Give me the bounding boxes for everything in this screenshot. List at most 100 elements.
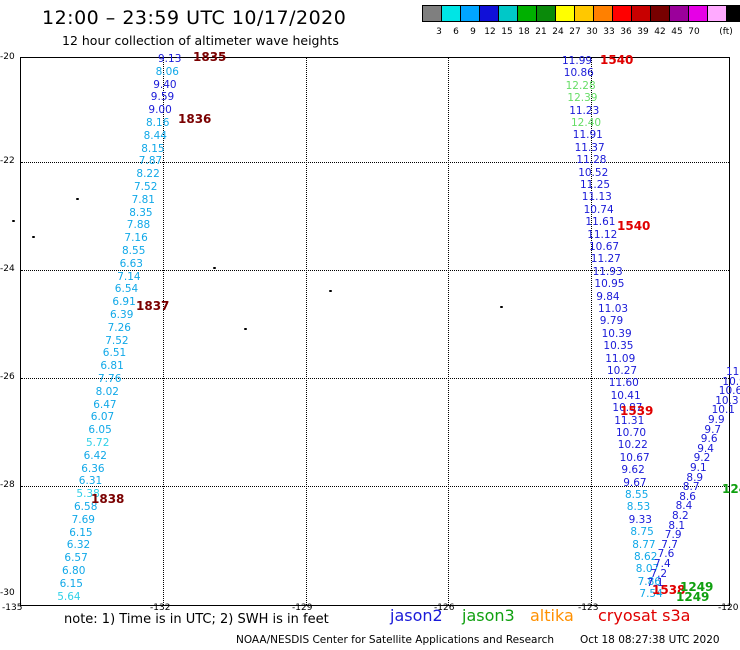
gridline-lon [163, 58, 164, 605]
wave-height-value: 10.22 [617, 439, 648, 452]
footer-credit: NOAA/NESDIS Center for Satellite Applica… [236, 634, 554, 646]
scale-label: 33 [603, 27, 615, 37]
wave-height-value: 10.70 [616, 427, 647, 439]
wave-height-value: 6.51 [102, 347, 127, 360]
wave-height-value: 7.54 [639, 588, 663, 601]
wave-height-value: 7.52 [134, 181, 158, 193]
scale-label: 18 [518, 27, 530, 37]
wave-height-value: 8.55 [625, 489, 649, 501]
wave-height-value: 5.72 [86, 437, 110, 449]
island-outline [76, 198, 79, 200]
wave-height-value: 5.64 [57, 590, 81, 603]
wave-height-value: 5.38 [76, 488, 100, 501]
wave-height-value: 11.23 [569, 104, 600, 117]
wave-height-value: 11.31 [614, 414, 645, 427]
pass-time-label: 1540 [600, 53, 634, 67]
scale-label: 9 [470, 27, 476, 37]
pass-time-label: 1835 [193, 50, 227, 64]
wave-height-value: 10.86 [563, 67, 594, 80]
wave-height-value: 7.69 [71, 513, 95, 526]
wave-height-value: 8.9 [686, 471, 704, 484]
scale-swatch [612, 5, 632, 22]
pass-time-label: 1249 [722, 482, 740, 496]
wave-height-value: 11.5 [726, 366, 740, 378]
wave-height-value: 6.91 [112, 296, 136, 309]
wave-height-value: 9.33 [628, 513, 652, 526]
wave-height-value: 9.4 [697, 442, 714, 455]
gridline-lon [591, 58, 592, 605]
wave-height-value: 6.57 [64, 552, 88, 565]
page-title: 12:00 – 23:59 UTC 10/17/2020 [42, 7, 347, 29]
wave-height-value: 11.09 [605, 352, 636, 365]
footnote: note: 1) Time is in UTC; 2) SWH is in fe… [64, 612, 329, 627]
wave-height-value: 8.22 [136, 168, 160, 181]
wave-height-value: 6.15 [59, 577, 83, 590]
pass-time-label: 1837 [136, 299, 170, 313]
wave-height-value: 7.2 [650, 567, 668, 580]
wave-height-value: 8.6 [679, 490, 696, 503]
wave-height-value: 8.44 [143, 129, 167, 142]
scale-label: 70 [688, 27, 700, 37]
wave-height-value: 10.3 [715, 394, 739, 407]
scale-swatch [536, 5, 556, 22]
wave-height-value: 8.02 [95, 385, 119, 398]
wave-height-value: 7.4 [654, 558, 671, 570]
wave-height-value: 11.99 [562, 55, 593, 67]
wave-height-value: 10.6 [718, 385, 740, 398]
wave-height-value: 9.40 [153, 78, 177, 91]
wave-height-value: 10.52 [578, 166, 609, 179]
wave-height-value: 6.80 [62, 565, 86, 577]
legend-jason3: jason3 [462, 606, 515, 625]
wave-height-value: 9.00 [148, 104, 172, 117]
wave-height-value: 10.39 [601, 327, 632, 340]
lat-label: -22 [0, 156, 15, 166]
color-scale: 3 6 9 12 15 18 21 24 27 30 33 36 39 42 45 70 (ft) [422, 5, 740, 37]
island-outline [329, 290, 332, 292]
wave-height-value: 11.03 [598, 303, 629, 315]
pass-time-label: 1249 [676, 590, 710, 604]
wave-height-value: 6.32 [66, 539, 91, 552]
wave-height-value: 7.26 [107, 321, 131, 334]
wave-height-value: 7.52 [105, 334, 129, 347]
scale-swatch [688, 5, 708, 22]
island-outline [12, 220, 15, 222]
scale-label: 21 [535, 27, 547, 37]
wave-height-value: 8.53 [626, 501, 651, 514]
page-subtitle: 12 hour collection of altimeter wave hei… [62, 33, 339, 48]
wave-height-value: 7.81 [131, 193, 155, 206]
island-outline [500, 306, 503, 308]
wave-height-value: 10.74 [583, 203, 614, 216]
wave-height-value: 6.07 [90, 411, 115, 424]
scale-swatch [631, 5, 651, 22]
wave-height-value: 6.15 [69, 526, 93, 539]
scale-label: 45 [671, 27, 683, 37]
wave-height-value: 6.36 [81, 462, 105, 475]
gridline-lat [21, 378, 729, 379]
scale-swatch [517, 5, 537, 22]
wave-height-value: 9.7 [704, 423, 722, 436]
wave-height-value: 6.47 [93, 398, 117, 411]
wave-height-value: 9.67 [623, 476, 647, 489]
wave-height-value: 10.67 [589, 241, 620, 253]
wave-height-value: 11.25 [580, 179, 611, 191]
wave-height-value: 10.1 [711, 404, 735, 417]
wave-height-value: 11.37 [574, 141, 605, 154]
lon-label: -123 [578, 603, 599, 613]
lat-label: -24 [0, 264, 15, 274]
scale-swatch [498, 5, 518, 22]
lon-label: -129 [292, 603, 313, 613]
wave-height-value: 12.28 [565, 79, 596, 92]
lat-label: -26 [0, 372, 15, 382]
wave-height-value: 11.91 [572, 129, 603, 142]
wave-height-value: 6.05 [88, 424, 112, 437]
scale-swatch [669, 5, 689, 22]
wave-height-value: 11.27 [590, 253, 621, 266]
scale-label: 24 [552, 27, 564, 37]
lon-label: -126 [434, 603, 455, 613]
wave-height-value: 11.60 [608, 377, 639, 390]
map-frame [12, 57, 730, 606]
wave-height-value: 7.7 [661, 538, 678, 551]
legend-jason2: jason2 [390, 606, 443, 625]
wave-height-value: 9.2 [693, 452, 711, 465]
